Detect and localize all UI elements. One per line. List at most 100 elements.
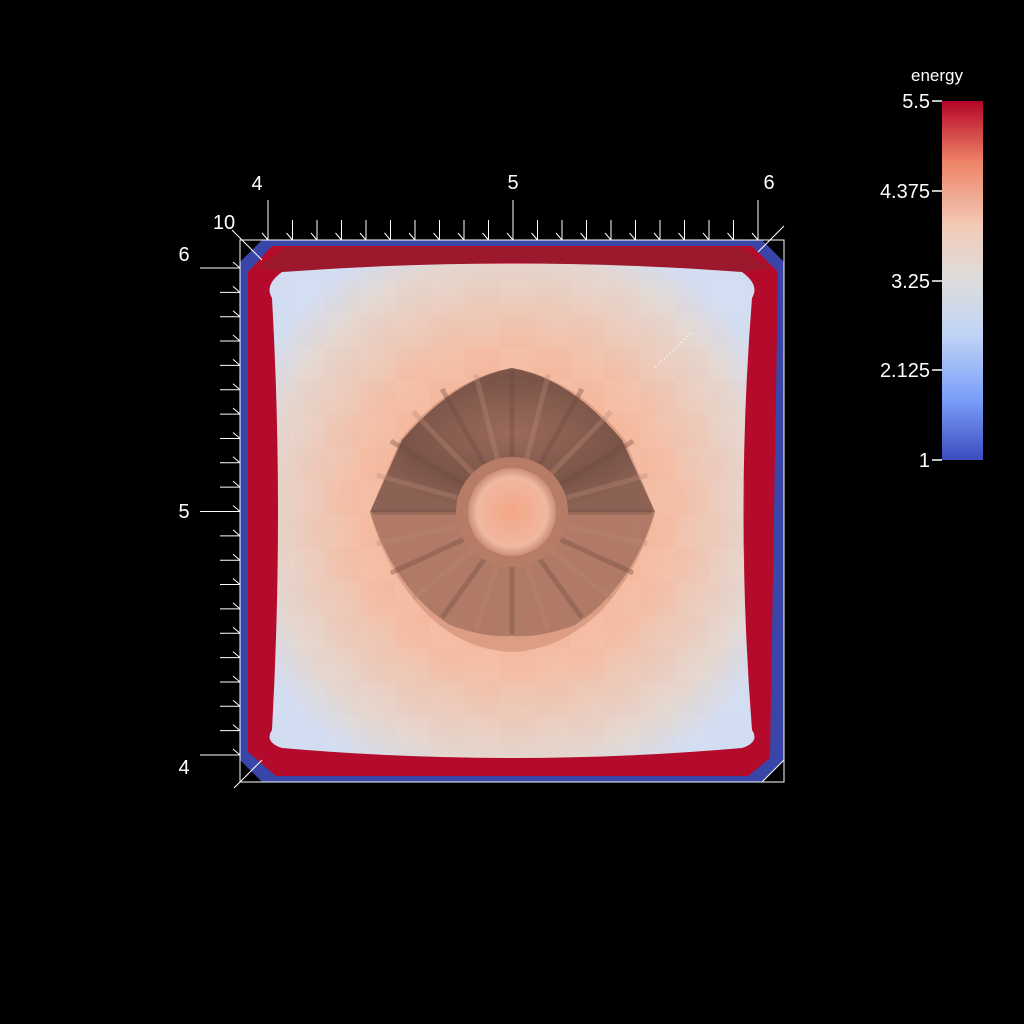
surface-cell [430, 347, 465, 381]
x-depth-tick [531, 232, 538, 241]
surface-cell [325, 715, 360, 749]
bowl-facet [439, 558, 487, 620]
surface-cell [465, 715, 500, 749]
colorbar-tick-label: 5.5 [902, 91, 930, 113]
corner-edge-tr [757, 225, 785, 253]
x-depth-tick [629, 232, 636, 241]
surface-cell [395, 715, 430, 749]
x-depth-tick [555, 232, 563, 241]
surface-cell [710, 347, 745, 381]
x-depth-tick [359, 232, 367, 241]
y-depth-tick [232, 383, 241, 391]
surface-cell [535, 313, 570, 347]
y-depth-tick [232, 407, 241, 415]
colorbar: energy 5.5 4.375 3.25 2.125 1 [880, 66, 983, 472]
bowl-facet [411, 409, 475, 475]
surface-cell [465, 648, 500, 682]
surface-cell [570, 682, 605, 716]
y-depth-tick [232, 480, 241, 488]
bowl-facet [473, 564, 500, 631]
y-depth-tick [232, 261, 241, 269]
x-depth-tick [286, 232, 293, 241]
bowl-lower [370, 512, 655, 637]
x-depth-tick [506, 232, 514, 241]
colorbar-tick-label: 1 [919, 450, 930, 472]
surface-cell [360, 682, 395, 716]
surface-cell [325, 648, 360, 682]
surface-cell [605, 313, 640, 347]
surface-cell [640, 280, 675, 314]
surface-cell [710, 548, 745, 582]
x-depth-tick [384, 232, 391, 241]
surface-cell [290, 280, 325, 314]
bowl-facet [524, 564, 551, 631]
x-depth-tick [604, 232, 612, 241]
surface-cell [290, 548, 325, 582]
surface-cell [395, 313, 430, 347]
surface-cell [675, 447, 710, 481]
y-depth-tick [232, 699, 241, 707]
y-depth-tick [232, 578, 241, 585]
surface-cell [710, 414, 745, 448]
bowl-facet [559, 438, 635, 487]
surface-cell [430, 280, 465, 314]
y-depth-tick [232, 334, 241, 342]
surface-cell [570, 280, 605, 314]
x-depth-tick [335, 232, 342, 241]
surface-cell [290, 347, 325, 381]
y-depth-tick [232, 626, 241, 634]
surface-cell [395, 648, 430, 682]
x-depth-tick [310, 232, 318, 241]
surface-cell [325, 380, 360, 414]
surface-cell [290, 414, 325, 448]
surface-cell [360, 347, 395, 381]
y-depth-tick [232, 748, 241, 756]
surface-cell [325, 581, 360, 615]
surface-cell [640, 548, 675, 582]
surface-cell [360, 414, 395, 448]
y-depth-tick [232, 675, 241, 683]
surface-cell [290, 481, 325, 515]
colorbar-tick-label: 2.125 [880, 360, 930, 382]
y-depth-tick [232, 651, 241, 658]
bowl-facet [389, 537, 465, 576]
y-depth-tick [232, 505, 241, 512]
surface-cell [605, 648, 640, 682]
y-depth-tick [232, 724, 241, 732]
surface-cell [675, 380, 710, 414]
x-depth-tick [261, 232, 269, 241]
surface-cell [710, 481, 745, 515]
y-axis-ticks [200, 261, 241, 756]
surface-cell [360, 280, 395, 314]
x-tick-label: 6 [763, 172, 774, 194]
corner-edge-bl [233, 759, 263, 789]
surface-cell [325, 447, 360, 481]
corner-edge-br [761, 759, 785, 783]
surface-cell [675, 648, 710, 682]
bowl-facet [537, 558, 585, 620]
surface-cell [500, 682, 535, 716]
surface-cell [360, 615, 395, 649]
y-depth-tick [232, 602, 241, 610]
x-tick-label: 5 [507, 172, 518, 194]
corner-edge-tl [231, 229, 263, 261]
surface-cell [710, 615, 745, 649]
x-depth-tick [751, 232, 759, 241]
surface-cell [605, 380, 640, 414]
inner-core [468, 468, 556, 556]
colorbar-title: energy [911, 66, 963, 85]
y-depth-tick [232, 553, 241, 561]
surface-cell [325, 313, 360, 347]
bowl-facet [549, 409, 613, 475]
z-tick-label: 10 [213, 212, 235, 234]
surface-cell [535, 715, 570, 749]
x-depth-tick [678, 232, 685, 241]
bowl-facet [559, 537, 635, 576]
surface-cell [290, 615, 325, 649]
bowl-facet [537, 387, 585, 466]
colorbar-gradient [942, 101, 983, 460]
bowl-facet [376, 523, 459, 547]
x-depth-tick [653, 232, 661, 241]
x-axis-ticks [261, 200, 759, 241]
